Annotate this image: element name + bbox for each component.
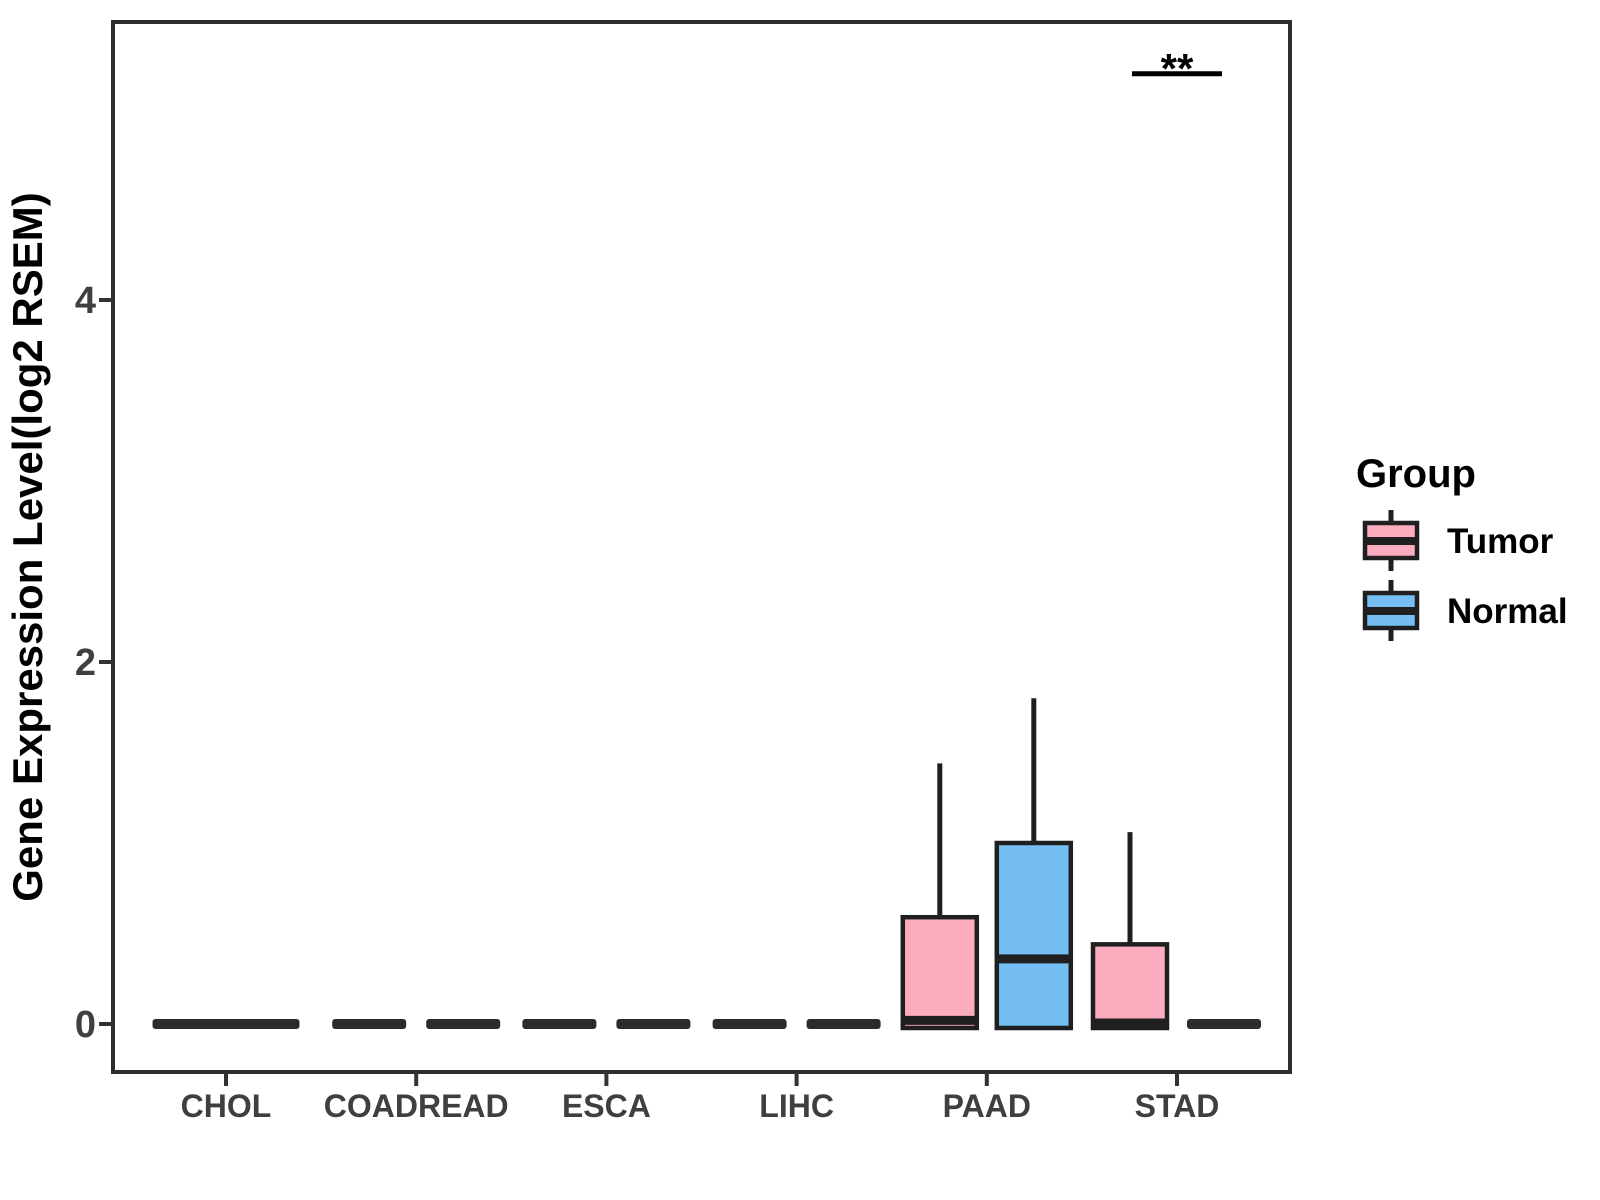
x-tick-label-stad: STAD bbox=[1135, 1088, 1220, 1124]
y-tick-label: 4 bbox=[75, 280, 96, 322]
box-paad-tumor bbox=[900, 914, 980, 1031]
flat-box-lihc-normal bbox=[806, 1019, 881, 1029]
y-tick-label: 2 bbox=[75, 642, 96, 684]
box-stad-tumor bbox=[1090, 942, 1170, 1031]
x-tick-label-lihc: LIHC bbox=[759, 1088, 834, 1124]
flat-box-stad-normal bbox=[1187, 1019, 1261, 1029]
legend: Group Tumor Normal bbox=[1356, 452, 1568, 641]
legend-key-tumor: Tumor bbox=[1362, 510, 1554, 571]
x-tick-label-coadread: COADREAD bbox=[324, 1088, 509, 1124]
x-tick-label-esca: ESCA bbox=[562, 1088, 651, 1124]
x-tick-label-paad: PAAD bbox=[943, 1088, 1031, 1124]
flat-box-coadread-tumor bbox=[332, 1019, 407, 1029]
flat-box-chol-tumor bbox=[152, 1019, 300, 1029]
legend-key-normal: Normal bbox=[1362, 580, 1568, 641]
flat-box-coadread-normal bbox=[426, 1019, 501, 1029]
flat-box-lihc-tumor bbox=[712, 1019, 787, 1029]
legend-title: Group bbox=[1356, 452, 1476, 496]
significance-stars: ** bbox=[1161, 45, 1194, 92]
panel-border bbox=[111, 20, 1292, 1074]
box-paad-normal bbox=[994, 840, 1074, 1031]
legend-label-normal: Normal bbox=[1447, 592, 1568, 631]
plot-layer: 0 2 4 CHOL COADREAD ESCA LIHC PAAD STAD ** bbox=[75, 45, 1261, 1124]
flat-box-esca-normal bbox=[616, 1019, 691, 1029]
x-tick-label-chol: CHOL bbox=[181, 1088, 272, 1124]
y-tick-label: 0 bbox=[75, 1004, 96, 1046]
flat-box-esca-tumor bbox=[522, 1019, 597, 1029]
legend-label-tumor: Tumor bbox=[1447, 522, 1554, 561]
y-axis-title: Gene Expression Level(log2 RSEM) bbox=[4, 192, 51, 902]
